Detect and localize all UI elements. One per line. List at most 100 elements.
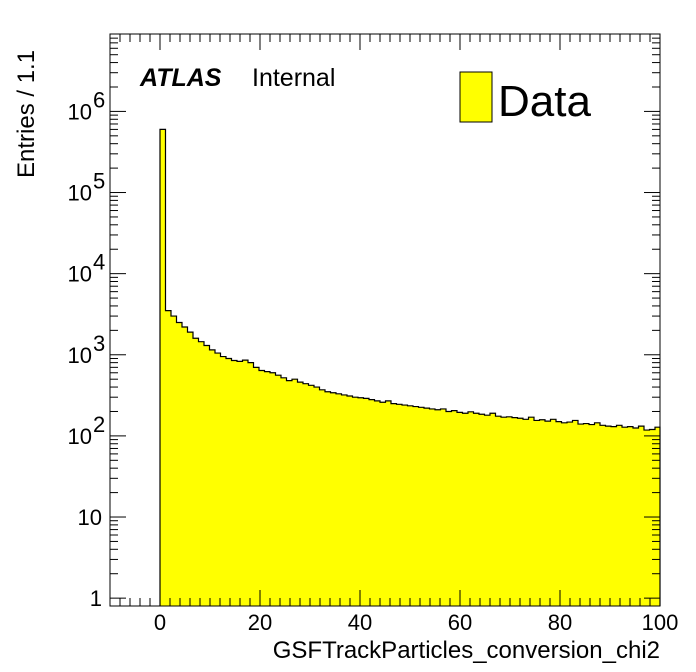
histogram-bin xyxy=(198,341,204,606)
histogram-bin xyxy=(259,370,265,606)
histogram-bin xyxy=(281,377,287,606)
histogram-bin xyxy=(616,425,622,606)
x-tick-label: 60 xyxy=(448,610,472,635)
histogram-bin xyxy=(220,356,226,606)
histogram-bin xyxy=(506,416,512,606)
histogram-bin xyxy=(275,375,281,606)
histogram-bin xyxy=(270,372,276,606)
atlas-status-label: Internal xyxy=(252,64,335,92)
atlas-label: ATLAS xyxy=(139,64,222,92)
histogram-bin xyxy=(319,389,325,606)
histogram-bin xyxy=(385,400,391,606)
histogram-bin xyxy=(594,422,600,606)
histogram-bin xyxy=(363,398,369,606)
histogram-bin xyxy=(633,428,639,606)
histogram-bin xyxy=(182,326,188,606)
x-tick-label: 40 xyxy=(348,610,372,635)
histogram-bin xyxy=(567,422,573,606)
histogram-bin xyxy=(204,345,210,606)
histogram-bin xyxy=(413,406,419,606)
y-tick-exponent: 2 xyxy=(93,412,105,437)
histogram-bin xyxy=(160,129,166,606)
histogram-bin xyxy=(479,414,485,606)
histogram-bin xyxy=(589,424,595,606)
x-tick-label: 80 xyxy=(548,610,572,635)
histogram-bin xyxy=(330,392,336,606)
y-axis-title: Entries / 1.1 xyxy=(13,50,40,178)
histogram-bin xyxy=(556,421,562,606)
histogram-bin xyxy=(484,415,490,606)
legend-swatch-data xyxy=(459,71,493,123)
histogram-bin xyxy=(209,349,215,606)
histogram-bin xyxy=(396,404,402,606)
histogram-bin xyxy=(523,419,529,606)
histogram-bin xyxy=(600,425,606,606)
histogram-bin xyxy=(611,426,617,606)
histogram-bin xyxy=(622,427,628,606)
histogram-bin xyxy=(644,430,650,606)
y-tick-exponent: 6 xyxy=(93,87,105,112)
legend-label-data: Data xyxy=(498,77,591,126)
histogram-bin xyxy=(358,397,364,606)
histogram-bin xyxy=(407,405,413,606)
histogram-bin xyxy=(528,417,534,606)
histogram-bin xyxy=(550,419,556,606)
histogram-bin xyxy=(176,322,182,606)
histogram-bin xyxy=(253,367,259,606)
histogram-bin xyxy=(242,360,248,606)
histogram-bin xyxy=(374,400,380,606)
histogram-bin xyxy=(264,371,270,606)
histogram-bin xyxy=(341,394,347,606)
histogram-bin xyxy=(187,332,193,606)
x-tick-labels: 0 20 40 60 80 100 xyxy=(154,610,678,635)
histogram-bin xyxy=(369,399,375,606)
x-tick-label: 0 xyxy=(154,610,166,635)
histogram-bin xyxy=(512,417,518,606)
histogram-bars xyxy=(159,128,661,606)
histogram-bin xyxy=(193,338,199,606)
y-tick-label: 10 xyxy=(68,99,92,124)
histogram-bin xyxy=(308,385,314,606)
histogram-bin xyxy=(627,426,633,606)
histogram-bin xyxy=(572,420,578,606)
histogram-bin xyxy=(286,380,292,606)
axis-ticks xyxy=(109,33,661,606)
y-tick-label: 10 xyxy=(68,181,92,206)
histogram-bin xyxy=(517,418,523,606)
histogram-bin xyxy=(578,424,584,606)
histogram-bin xyxy=(451,410,457,606)
histogram-bin xyxy=(462,413,468,606)
histogram-bin xyxy=(495,416,501,606)
histogram-bin xyxy=(215,353,221,606)
plot-frame xyxy=(109,33,661,607)
histogram-bin xyxy=(231,360,237,606)
histogram-bin xyxy=(583,423,589,606)
histogram-bin xyxy=(297,382,303,606)
histogram-bin xyxy=(165,310,171,606)
histogram-bin xyxy=(490,413,496,606)
histogram-bin xyxy=(457,412,463,606)
histogram-bin xyxy=(336,393,342,606)
histogram-bin xyxy=(380,402,386,606)
x-tick-label: 20 xyxy=(248,610,272,635)
histogram-bin xyxy=(605,426,611,606)
y-tick-label: 1 xyxy=(90,586,102,611)
y-tick-exponent: 3 xyxy=(93,331,105,356)
y-tick-exponent: 5 xyxy=(93,169,105,194)
histogram-bin xyxy=(429,408,435,606)
histogram-bin xyxy=(347,396,353,606)
histogram-bin xyxy=(473,413,479,606)
histogram-bin xyxy=(468,411,474,606)
y-tick-label: 10 xyxy=(68,343,92,368)
histogram-bin xyxy=(352,397,358,606)
histogram-bin xyxy=(314,387,320,606)
histogram-bin xyxy=(649,429,655,606)
histogram-bin xyxy=(446,411,452,606)
histogram-bin xyxy=(418,407,424,606)
histogram-bin xyxy=(391,403,397,606)
histogram-bin xyxy=(237,361,243,606)
y-tick-label: 10 xyxy=(68,262,92,287)
histogram-bin xyxy=(402,405,408,606)
